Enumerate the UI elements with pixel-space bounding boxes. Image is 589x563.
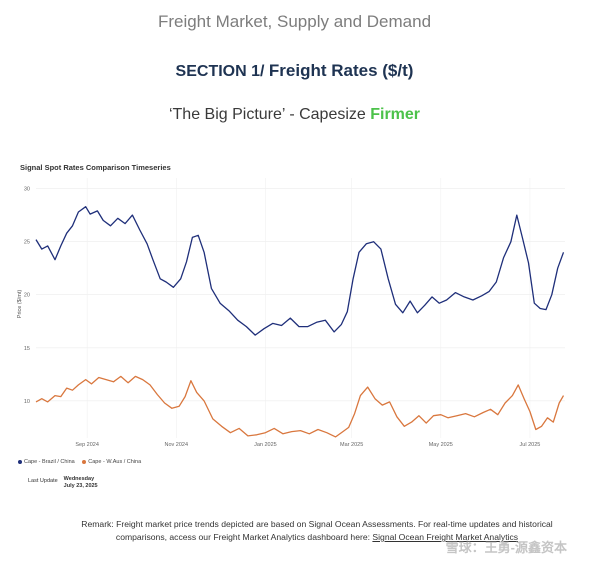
last-update-value: Wednesday July 23, 2025 bbox=[64, 476, 98, 489]
page-title: Freight Market, Supply and Demand bbox=[157, 12, 432, 31]
y-tick-label: 20 bbox=[24, 293, 30, 299]
last-update-weekday: Wednesday bbox=[63, 476, 95, 482]
x-tick-label: Nov 2024 bbox=[165, 442, 189, 448]
rates-chart: 10 15 20 25 30 Sep 2024 Nov 2024 Jan 2025 Mar 20… bbox=[17, 178, 565, 448]
legend-dot-brazil-icon bbox=[18, 459, 22, 464]
chart-title: Signal Spot Rates Comparison Timeseries bbox=[20, 163, 171, 172]
y-tick-label: 25 bbox=[24, 240, 30, 246]
chart-grid bbox=[36, 178, 565, 438]
legend-label-waus: Cape - W.Aus / China bbox=[88, 459, 142, 465]
watermark: 雪球：王勇-源鑫资本 bbox=[445, 540, 567, 555]
legend-dot-waus-icon bbox=[82, 459, 87, 464]
last-update: Last Update Wednesday July 23, 2025 bbox=[28, 476, 98, 489]
subtitle-highlight: Firmer bbox=[370, 106, 421, 123]
legend-item-brazil[interactable]: Cape - Brazil / China bbox=[18, 459, 75, 465]
x-tick-label: Jul 2025 bbox=[520, 442, 541, 448]
y-axis-label: Price ($/mt) bbox=[17, 290, 23, 319]
y-tick-label: 10 bbox=[24, 399, 30, 405]
x-tick-label: Jan 2025 bbox=[254, 442, 277, 448]
last-update-label: Last Update bbox=[28, 478, 58, 484]
remark-note: Remark: Freight market price trends depi… bbox=[62, 518, 572, 544]
section-label: SECTION 1/ bbox=[175, 63, 269, 80]
series-line-waus-china bbox=[35, 375, 565, 438]
subtitle-prefix: ‘The Big Picture’ - Capesize bbox=[168, 106, 371, 123]
analytics-link[interactable]: Signal Ocean Freight Market Analytics bbox=[372, 532, 519, 542]
section-title: SECTION 1/ Freight Rates ($/t) bbox=[0, 61, 589, 81]
section-subtitle: ‘The Big Picture’ - Capesize Firmer bbox=[0, 106, 589, 124]
x-tick-label: May 2025 bbox=[429, 442, 453, 448]
last-update-date: July 23, 2025 bbox=[63, 482, 98, 489]
y-tick-label: 30 bbox=[24, 187, 30, 193]
chart-legend: Cape - Brazil / China Cape - W.Aus / Chi… bbox=[18, 459, 147, 465]
legend-label-brazil: Cape - Brazil / China bbox=[24, 459, 75, 465]
remark-text: Remark: Freight market price trends depi… bbox=[81, 519, 553, 542]
x-tick-label: Mar 2025 bbox=[340, 442, 363, 448]
chart-series bbox=[35, 206, 565, 438]
series-line-brazil-china bbox=[35, 206, 565, 336]
chart-axes: 10 15 20 25 30 Sep 2024 Nov 2024 Jan 2025 Mar 20… bbox=[17, 187, 540, 448]
x-tick-label: Sep 2024 bbox=[75, 442, 99, 448]
y-tick-label: 15 bbox=[24, 346, 30, 352]
legend-item-waus[interactable]: Cape - W.Aus / China bbox=[82, 459, 141, 465]
section-name: Freight Rates ($/t) bbox=[268, 61, 414, 80]
